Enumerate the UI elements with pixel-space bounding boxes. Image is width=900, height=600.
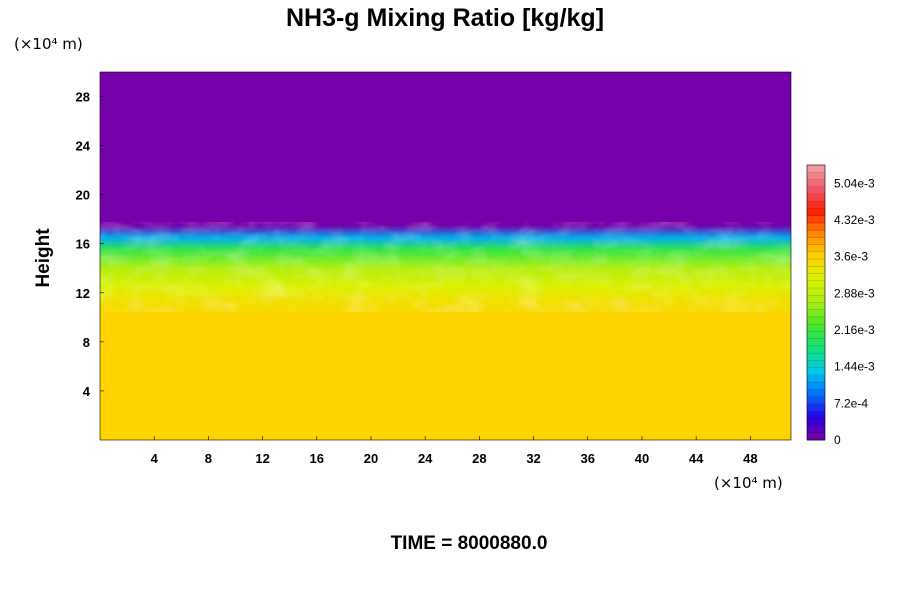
colorbar-segment bbox=[807, 345, 825, 354]
colorbar-segment bbox=[807, 251, 825, 260]
colorbar-segment bbox=[807, 432, 825, 441]
colorbar-segment bbox=[807, 201, 825, 209]
y-axis-ticks: 4 8 12 16 20 24 28 bbox=[76, 90, 104, 399]
colorbar-segment bbox=[807, 403, 825, 412]
colorbar-segment bbox=[807, 237, 825, 246]
x-unit-label: (×10⁴ m) bbox=[714, 474, 783, 492]
x-axis-ticks: 4 8 12 16 20 24 28 32 36 40 44 48 bbox=[151, 436, 758, 466]
colorbar-segment bbox=[807, 215, 825, 224]
plot-frame bbox=[99, 71, 792, 441]
colorbar-segment bbox=[807, 266, 825, 274]
colorbar-segment bbox=[807, 172, 825, 180]
colorbar-segment bbox=[807, 411, 825, 419]
x-tick-label: 24 bbox=[418, 451, 433, 466]
colorbar-tick-label: 2.16e-3 bbox=[834, 323, 875, 337]
colorbar-segment bbox=[807, 382, 825, 390]
colorbar-tick-label: 7.2e-4 bbox=[834, 396, 868, 410]
colorbar-segment bbox=[807, 353, 825, 361]
x-tick-label: 4 bbox=[151, 451, 159, 466]
colorbar-segment bbox=[807, 425, 825, 434]
time-label: TIME = 8000880.0 bbox=[391, 533, 548, 554]
colorbar-segment bbox=[807, 288, 825, 296]
colorbar-segment bbox=[807, 259, 825, 267]
colorbar-segment bbox=[807, 331, 825, 340]
colorbar-segment bbox=[807, 165, 825, 173]
colorbar-segment bbox=[807, 302, 825, 311]
colorbar-segment bbox=[807, 295, 825, 303]
colorbar-segment bbox=[807, 374, 825, 383]
colorbar-segment bbox=[807, 193, 825, 202]
colorbar-segment bbox=[807, 316, 825, 325]
colorbar-segment bbox=[807, 360, 825, 369]
x-tick-label: 32 bbox=[526, 451, 540, 466]
x-tick-label: 8 bbox=[205, 451, 212, 466]
colorbar-segment bbox=[807, 280, 825, 289]
x-tick-label: 16 bbox=[310, 451, 324, 466]
x-tick-label: 48 bbox=[743, 451, 757, 466]
y-tick-label: 12 bbox=[76, 286, 90, 301]
colorbar: 0 7.2e-4 1.44e-3 2.16e-3 2.88e-3 3.6e-3 4.32e-… bbox=[806, 164, 875, 447]
colorbar-tick-label: 1.44e-3 bbox=[834, 360, 875, 374]
colorbar-segment bbox=[807, 208, 825, 217]
plot-area bbox=[99, 71, 792, 441]
colorbar-segment bbox=[807, 324, 825, 332]
colorbar-segment bbox=[807, 222, 825, 231]
colorbar-segment bbox=[807, 338, 825, 347]
colorbar-segment bbox=[807, 396, 825, 405]
colorbar-segment bbox=[807, 179, 825, 188]
colorbar-segment bbox=[807, 367, 825, 376]
turbulent-layer-texture bbox=[100, 222, 791, 312]
y-tick-label: 28 bbox=[76, 90, 90, 105]
x-tick-label: 28 bbox=[472, 451, 486, 466]
colorbar-segment bbox=[807, 273, 825, 282]
y-tick-label: 20 bbox=[76, 188, 90, 203]
y-tick-label: 16 bbox=[76, 237, 90, 252]
colorbar-tick-label: 0 bbox=[834, 433, 841, 447]
chart-title: NH3-g Mixing Ratio [kg/kg] bbox=[286, 4, 604, 32]
colorbar-frame bbox=[806, 164, 826, 441]
y-tick-label: 24 bbox=[76, 139, 91, 154]
colorbar-tick-label: 4.32e-3 bbox=[834, 213, 875, 227]
x-tick-label: 44 bbox=[689, 451, 704, 466]
colorbar-segment bbox=[807, 244, 825, 253]
colorbar-tick-label: 5.04e-3 bbox=[834, 176, 875, 190]
colorbar-segment bbox=[807, 230, 825, 238]
x-tick-label: 40 bbox=[635, 451, 649, 466]
colorbar-segment bbox=[807, 389, 825, 397]
y-tick-label: 4 bbox=[83, 384, 91, 399]
x-tick-label: 36 bbox=[581, 451, 595, 466]
y-unit-label: (×10⁴ m) bbox=[14, 35, 83, 53]
colorbar-tick-label: 2.88e-3 bbox=[834, 286, 875, 300]
x-tick-label: 20 bbox=[364, 451, 378, 466]
colorbar-tick-label: 3.6e-3 bbox=[834, 250, 868, 264]
y-axis-label: Height bbox=[33, 228, 54, 288]
colorbar-segment bbox=[807, 186, 825, 195]
y-tick-label: 8 bbox=[83, 335, 90, 350]
x-tick-label: 12 bbox=[255, 451, 269, 466]
colorbar-segment bbox=[807, 418, 825, 426]
colorbar-segment bbox=[807, 309, 825, 318]
